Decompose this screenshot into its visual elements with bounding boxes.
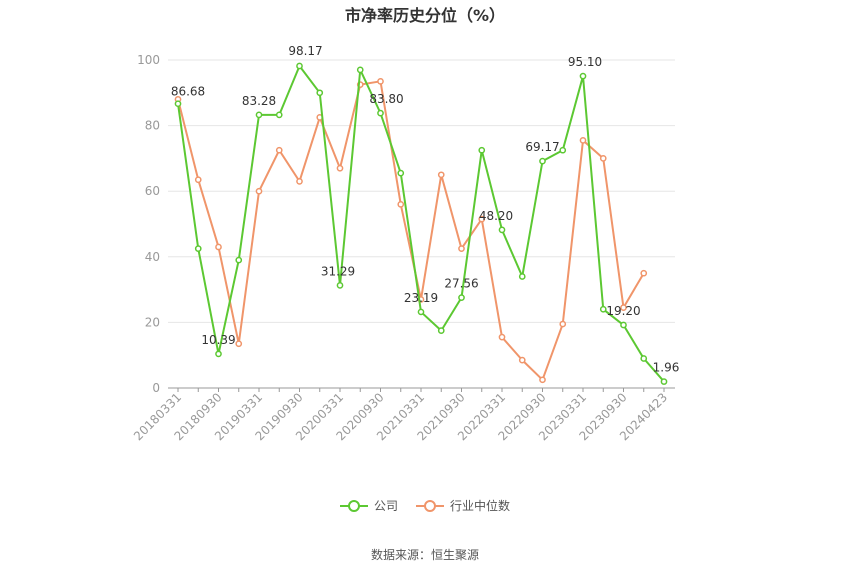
data-label: 98.17	[288, 44, 322, 58]
point-industry[interactable]	[599, 155, 607, 162]
y-tick-label: 0	[152, 381, 160, 395]
point-industry[interactable]	[235, 340, 243, 348]
point-company[interactable]	[437, 327, 445, 334]
legend-label-company: 公司	[373, 499, 398, 513]
point-company[interactable]	[620, 321, 627, 329]
point-industry[interactable]	[640, 269, 648, 277]
point-industry[interactable]	[215, 243, 222, 251]
point-company[interactable]	[296, 62, 303, 70]
point-company[interactable]	[174, 100, 182, 108]
data-label: 48.20	[479, 209, 513, 223]
point-industry[interactable]	[275, 146, 283, 154]
data-label: 10.39	[201, 333, 235, 347]
point-industry[interactable]	[559, 320, 567, 328]
point-industry[interactable]	[539, 376, 546, 384]
y-tick-label: 60	[145, 184, 160, 198]
point-company[interactable]	[215, 350, 222, 358]
point-company[interactable]	[356, 66, 364, 74]
data-source: 数据来源：恒生聚源	[370, 548, 479, 562]
point-company[interactable]	[599, 305, 607, 313]
legend-label-industry: 行业中位数	[450, 499, 511, 513]
legend-swatch-company	[339, 499, 368, 513]
point-company[interactable]	[194, 245, 202, 252]
point-company[interactable]	[316, 89, 324, 97]
point-industry[interactable]	[296, 178, 303, 185]
point-industry[interactable]	[437, 171, 445, 179]
point-company[interactable]	[559, 146, 567, 154]
point-industry[interactable]	[498, 333, 506, 341]
point-industry[interactable]	[579, 137, 587, 144]
point-company[interactable]	[660, 378, 668, 385]
grid-lines	[168, 59, 675, 323]
point-company[interactable]	[377, 109, 384, 117]
y-tick-label: 80	[145, 119, 160, 133]
point-industry[interactable]	[194, 176, 202, 184]
data-label: 83.28	[242, 94, 276, 108]
y-tick-label: 100	[137, 53, 160, 67]
y-tick-label: 20	[145, 315, 160, 329]
point-company[interactable]	[397, 169, 405, 177]
data-label: 27.56	[444, 277, 478, 291]
point-company[interactable]	[275, 111, 283, 119]
series-line-industry	[177, 80, 645, 381]
point-company[interactable]	[640, 355, 648, 362]
y-tick-label: 40	[145, 250, 160, 264]
data-label: 1.96	[653, 361, 680, 375]
legend-item-industry[interactable]: 行业中位数	[416, 497, 510, 514]
data-labels: 86.68 10.39 83.28 98.17 31.29 83.80 23.19 27.56…	[171, 44, 680, 375]
series-line-company	[177, 65, 665, 383]
data-label: 19.20	[606, 304, 640, 318]
point-company[interactable]	[478, 146, 486, 154]
chart-svg: 0 20 40 60 80 100 201803312018093020190331201…	[131, 44, 680, 443]
legend-item-company[interactable]: 公司	[339, 497, 398, 514]
point-company[interactable]	[539, 157, 546, 165]
point-company[interactable]	[417, 308, 425, 316]
x-axis: 2018033120180930201903312019093020200331…	[131, 387, 675, 443]
data-label: 95.10	[568, 55, 602, 69]
data-label: 83.80	[369, 92, 403, 106]
point-industry[interactable]	[397, 200, 405, 208]
data-label: 69.17	[525, 140, 559, 154]
point-company[interactable]	[255, 111, 263, 119]
chart-title: 市净率历史分位（%）	[344, 6, 506, 25]
point-company[interactable]	[235, 256, 243, 264]
point-company[interactable]	[579, 72, 587, 80]
point-industry[interactable]	[458, 245, 465, 252]
legend: 公司 行业中位数	[0, 497, 850, 514]
data-label: 86.68	[171, 85, 205, 99]
point-industry[interactable]	[377, 77, 384, 85]
y-axis: 0 20 40 60 80 100	[137, 53, 160, 395]
point-industry[interactable]	[478, 215, 486, 223]
point-industry[interactable]	[255, 187, 263, 195]
point-industry[interactable]	[620, 304, 627, 311]
point-company[interactable]	[336, 282, 344, 289]
point-company[interactable]	[458, 294, 465, 301]
legend-swatch-industry	[416, 499, 444, 513]
point-company[interactable]	[498, 226, 506, 234]
point-company[interactable]	[518, 273, 526, 280]
data-label: 31.29	[321, 264, 355, 278]
series-group	[174, 62, 668, 385]
point-industry[interactable]	[336, 164, 344, 172]
data-label: 23.19	[404, 291, 438, 305]
point-industry[interactable]	[518, 356, 526, 364]
